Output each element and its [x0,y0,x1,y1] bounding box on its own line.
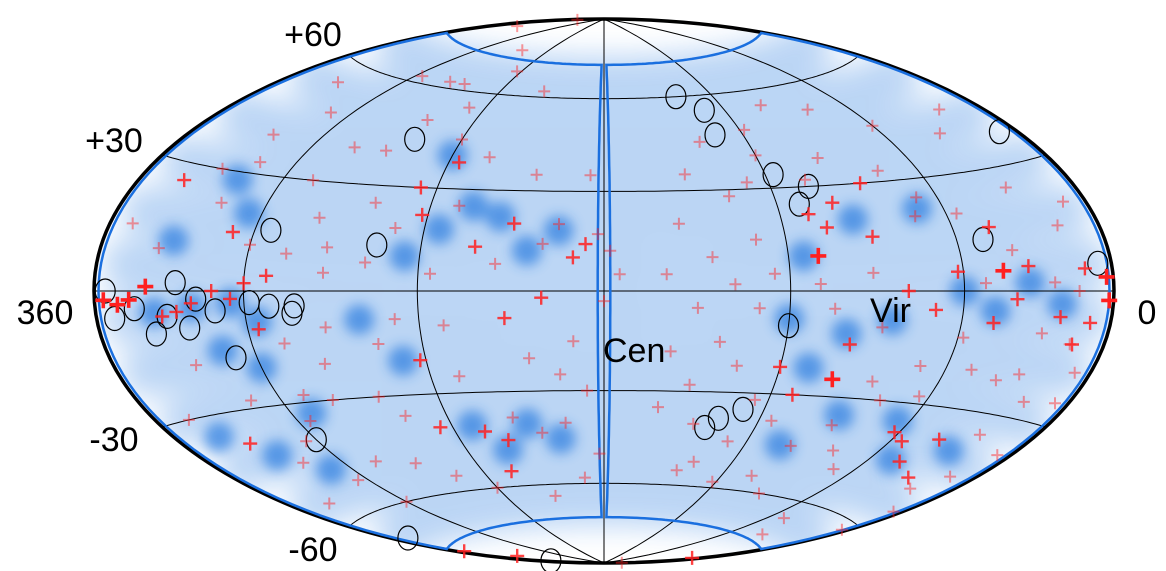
event-marker [685,551,699,565]
annotation-vir: Vir [870,292,911,330]
lat-tick-label-minus-30: -30 [89,421,138,459]
lat-tick-label-minus-60: -60 [288,531,337,569]
event-marker [616,557,628,569]
event-marker [457,544,471,558]
annotation-cen: Cen [603,332,665,370]
lat-tick-label-30: +30 [85,122,143,160]
lon-tick-label-0: 0 [1138,294,1157,332]
lon-tick-label-360: 360 [17,294,74,332]
lat-tick-label-60: +60 [284,16,342,54]
